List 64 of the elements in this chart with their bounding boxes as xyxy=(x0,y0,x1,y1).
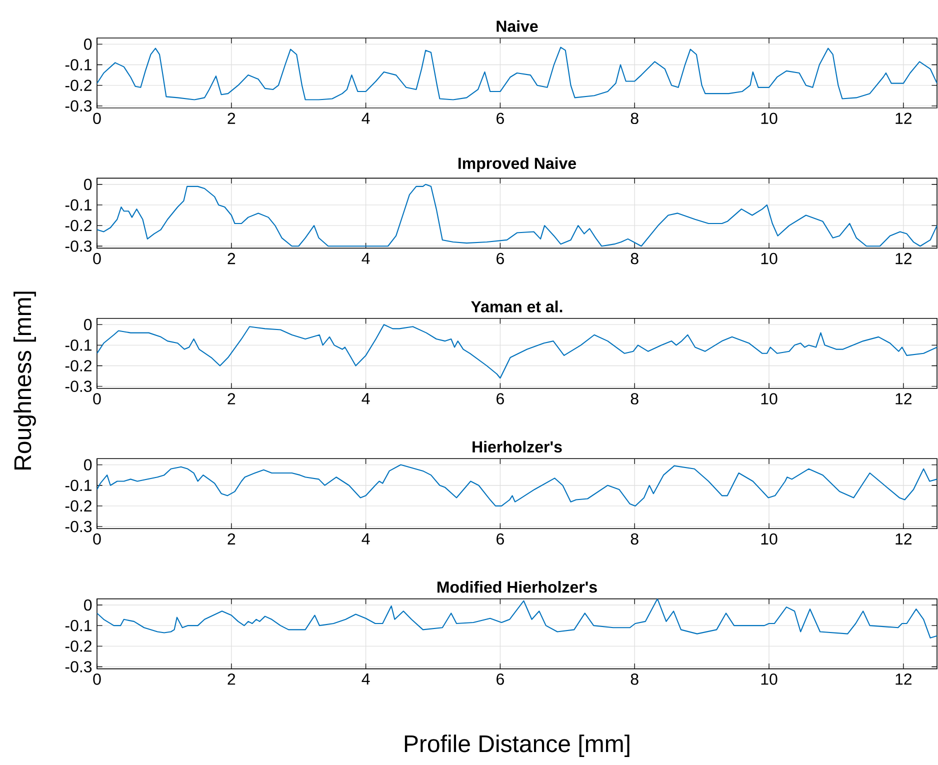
x-tick-label: 4 xyxy=(362,252,370,264)
y-tick-label: -0.1 xyxy=(65,340,92,351)
y-tick-label: -0.3 xyxy=(65,520,92,532)
chart-title: Improved Naive xyxy=(458,157,576,172)
x-tick-label: 8 xyxy=(630,533,638,545)
y-tick-label: 0 xyxy=(84,599,92,611)
x-tick-label: 12 xyxy=(896,674,912,685)
x-axis-title: Profile Distance [mm] xyxy=(404,734,630,757)
y-tick-label: -0.3 xyxy=(65,240,92,252)
x-tick-label: 2 xyxy=(228,674,236,685)
x-tick-label: 0 xyxy=(93,533,101,545)
x-tick-label: 0 xyxy=(93,112,101,124)
x-tick-label: 12 xyxy=(896,393,912,404)
y-tick-label: -0.1 xyxy=(65,59,92,70)
y-tick-label: -0.3 xyxy=(65,661,92,672)
chart-title: Modified Hierholzer's xyxy=(437,581,597,593)
y-tick-label: 0 xyxy=(84,178,92,190)
x-tick-label: 12 xyxy=(896,112,912,124)
y-tick-label: -0.2 xyxy=(65,80,92,92)
x-tick-label: 0 xyxy=(93,252,101,264)
y-tick-label: 0 xyxy=(84,459,92,470)
chart-title: Naive xyxy=(496,20,538,32)
y-tick-label: -0.2 xyxy=(65,220,92,232)
y-tick-label: -0.2 xyxy=(65,640,92,652)
x-tick-label: 10 xyxy=(761,112,778,124)
x-tick-label: 2 xyxy=(228,393,236,404)
y-tick-label: -0.1 xyxy=(65,480,92,492)
x-tick-label: 6 xyxy=(496,252,504,264)
chart-title: Yaman et al. xyxy=(471,300,562,312)
x-tick-label: 2 xyxy=(228,533,236,544)
y-tick-label: 0 xyxy=(84,318,92,330)
x-tick-label: 6 xyxy=(496,393,504,404)
x-tick-label: 4 xyxy=(362,393,370,404)
x-tick-label: 12 xyxy=(896,252,912,264)
x-tick-label: 8 xyxy=(630,112,638,124)
x-tick-label: 10 xyxy=(761,674,778,685)
x-tick-label: 2 xyxy=(228,252,236,264)
x-tick-label: 2 xyxy=(228,112,236,124)
x-tick-label: 10 xyxy=(761,252,778,264)
x-tick-label: 8 xyxy=(630,252,638,264)
x-tick-label: 4 xyxy=(362,112,370,124)
x-tick-label: 0 xyxy=(93,674,101,685)
x-tick-label: 6 xyxy=(496,112,504,124)
x-tick-label: 8 xyxy=(630,674,638,685)
x-tick-label: 8 xyxy=(630,393,638,404)
x-tick-label: 4 xyxy=(362,533,370,544)
y-tick-label: -0.3 xyxy=(65,380,92,392)
x-tick-label: 6 xyxy=(496,674,504,685)
x-tick-label: 4 xyxy=(362,674,370,685)
line-series xyxy=(97,598,938,638)
x-tick-label: 6 xyxy=(496,533,504,545)
x-tick-label: 0 xyxy=(93,393,101,404)
y-tick-label: -0.2 xyxy=(65,360,92,372)
line-series xyxy=(97,464,938,506)
y-tick-label: -0.1 xyxy=(65,199,92,211)
y-axis-title: Roughness [mm] xyxy=(14,292,36,470)
y-tick-label: -0.3 xyxy=(65,100,92,112)
y-tick-label: -0.1 xyxy=(65,620,92,632)
x-tick-label: 10 xyxy=(761,393,778,404)
y-tick-label: -0.2 xyxy=(65,500,92,512)
chart-title: Hierholzer's xyxy=(472,440,562,453)
x-tick-label: 10 xyxy=(761,533,778,545)
x-tick-label: 12 xyxy=(896,533,912,544)
y-tick-label: 0 xyxy=(84,38,92,50)
